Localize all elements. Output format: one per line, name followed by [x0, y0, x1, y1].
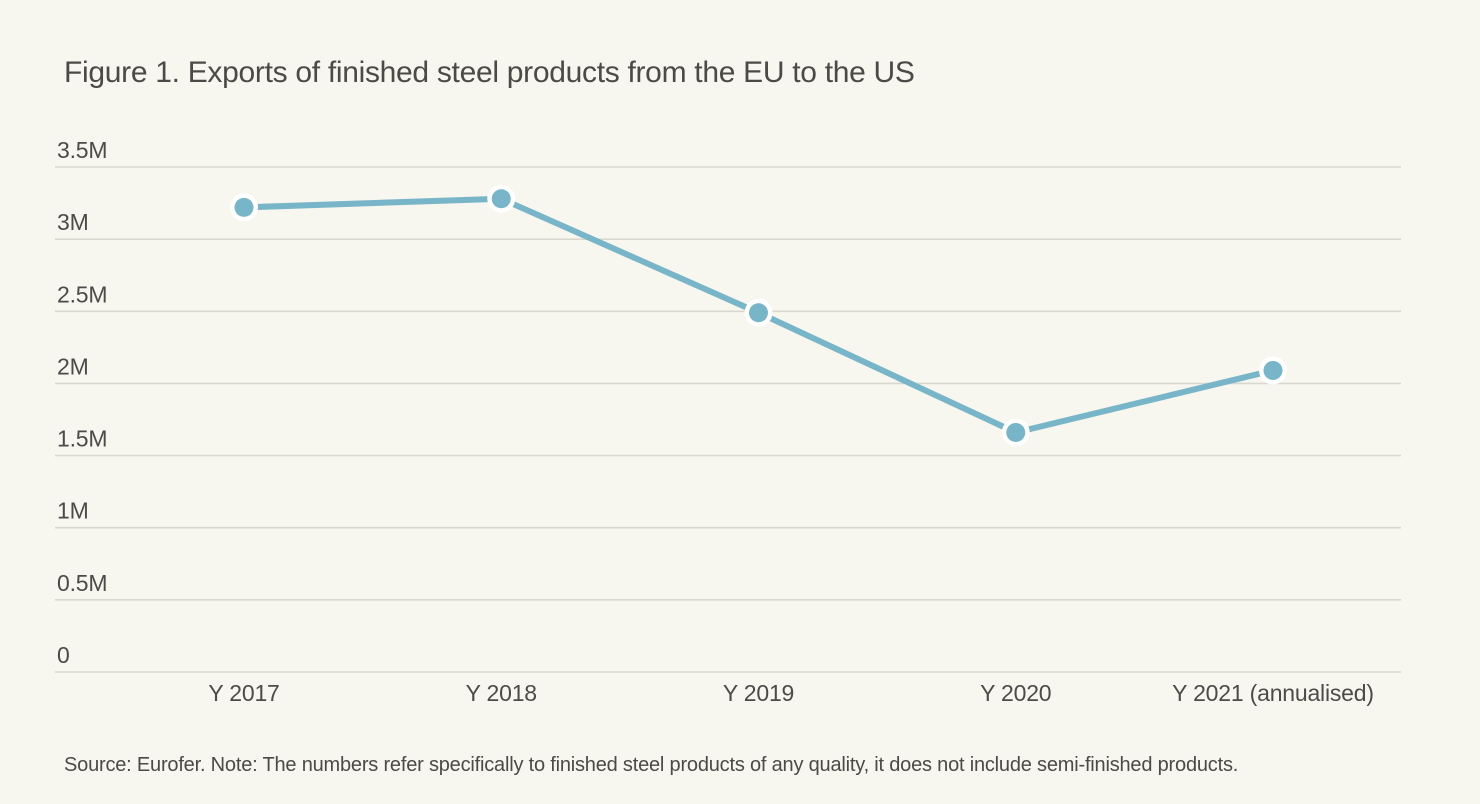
y-axis-tick-label: 0: [57, 642, 70, 668]
x-axis-tick-label: Y 2021 (annualised): [1172, 680, 1374, 706]
figure-title: Figure 1. Exports of finished steel prod…: [64, 56, 915, 89]
x-axis-tick-label: Y 2017: [208, 680, 279, 706]
y-axis-tick-label: 2.5M: [57, 281, 107, 307]
data-point: [1263, 360, 1283, 380]
data-point: [1006, 422, 1026, 442]
y-axis-tick-label: 1.5M: [57, 426, 107, 452]
data-point: [749, 303, 768, 323]
y-axis-tick-label: 1M: [57, 498, 89, 524]
source-note: Source: Eurofer. Note: The numbers refer…: [64, 754, 1239, 776]
y-axis-tick-label: 2M: [57, 353, 89, 379]
x-axis-tick-label: Y 2018: [466, 680, 537, 706]
y-axis-tick-label: 0.5M: [57, 570, 107, 596]
y-axis-tick-label: 3M: [57, 209, 89, 235]
x-axis-tick-label: Y 2019: [723, 680, 794, 706]
data-point: [491, 189, 511, 209]
x-axis-tick-label: Y 2020: [980, 680, 1051, 706]
data-point: [234, 197, 254, 217]
y-axis-tick-label: 3.5M: [57, 137, 107, 163]
